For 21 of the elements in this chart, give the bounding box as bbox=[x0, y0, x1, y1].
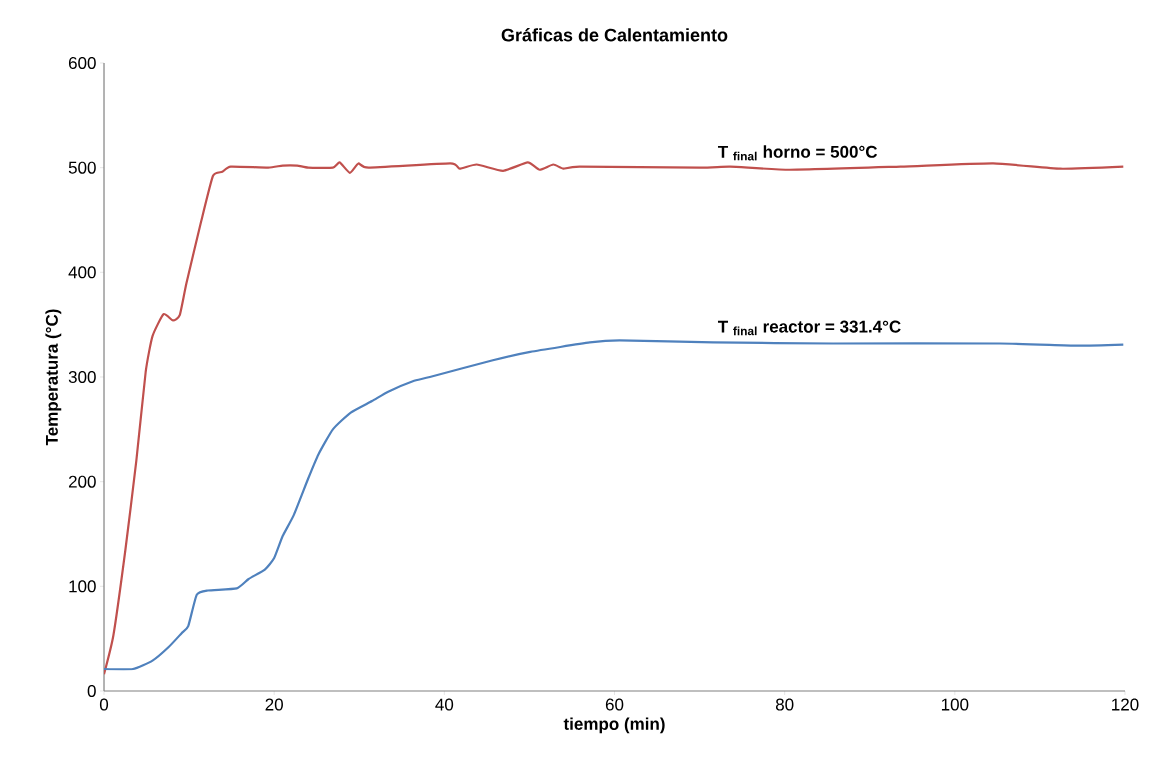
y-tick-label: 500 bbox=[68, 161, 96, 174]
x-axis-title: tiempo (min) bbox=[563, 717, 665, 734]
x-tick-label: 0 bbox=[99, 698, 109, 711]
x-tick-label: 120 bbox=[1112, 698, 1139, 711]
x-tick-label: 100 bbox=[941, 698, 969, 711]
y-tick-label: 0 bbox=[87, 684, 96, 698]
y-tick-label: 300 bbox=[68, 370, 96, 384]
y-tick-label: 400 bbox=[68, 266, 96, 279]
annotation: T $_{final}$ horno = 500°C bbox=[717, 145, 878, 161]
x-tick-label: 20 bbox=[265, 698, 283, 711]
line-series bbox=[104, 339, 1125, 671]
x-tick-label: 40 bbox=[435, 698, 454, 711]
x-tick-label: 60 bbox=[605, 698, 624, 711]
annotation: T $_{final}$ reactor = 331.4°C bbox=[717, 320, 901, 336]
y-tick-label: 600 bbox=[68, 56, 96, 70]
line-series bbox=[104, 161, 1125, 676]
x-tick-label: 80 bbox=[775, 698, 794, 711]
y-axis-title: Temperatura (°C) bbox=[45, 309, 62, 446]
y-tick-label: 200 bbox=[68, 475, 96, 488]
chart-title: Gráficas de Calentamiento bbox=[501, 28, 728, 42]
y-tick-label: 100 bbox=[69, 580, 96, 593]
